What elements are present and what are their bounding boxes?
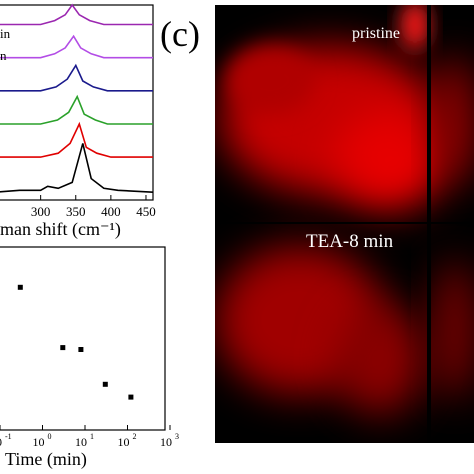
raman-series-line-4	[0, 94, 153, 125]
raman-series-line-3	[0, 63, 153, 92]
raman-series-line-6	[0, 143, 154, 193]
time-x-tick-label-2: 10	[75, 435, 87, 449]
time-x-tick-exponent-3: 2	[133, 432, 137, 441]
time-x-tick-exponent-4: 3	[175, 432, 179, 441]
image-label-tea-8-min: TEA-8 min	[306, 231, 394, 252]
time-x-tick-label-0: 10	[0, 435, 2, 449]
time-data-point-1	[17, 284, 23, 290]
time-x-tick-exponent-2: 1	[90, 432, 94, 441]
time-x-tick-label-1: 10	[33, 435, 45, 449]
time-x-axis-label: Time (min)	[5, 449, 87, 470]
time-x-tick-label-3: 10	[118, 435, 130, 449]
raman-x-tick-label-400: 400	[101, 204, 121, 219]
raman-series-line-1	[0, 3, 153, 26]
raman-series-line-2	[0, 34, 153, 59]
time-points-group	[17, 284, 134, 400]
time-x-tick-exponent-1: 0	[48, 432, 52, 441]
raman-plot-frame	[0, 4, 154, 201]
raman-panel: 300 350 400 450 in n man shift (cm⁻¹)	[0, 3, 156, 240]
legend-fragment-1: in	[0, 26, 11, 41]
raman-x-tick-label-300: 300	[31, 204, 51, 219]
raman-x-ticks: 300 350 400 450	[31, 195, 156, 219]
panel-label-c: (c)	[160, 14, 200, 54]
image-divider-horizontal	[215, 222, 474, 224]
time-data-point-3	[78, 347, 84, 352]
raman-x-tick-label-350: 350	[66, 204, 86, 219]
fluorescence-images: pristine TEA-8 min	[215, 5, 474, 443]
raman-series-group	[0, 3, 154, 193]
image-label-pristine: pristine	[352, 25, 400, 42]
raman-x-axis-label: man shift (cm⁻¹)	[0, 219, 121, 240]
time-x-tick-exponent-0: -1	[5, 432, 12, 441]
raman-series-line-5	[0, 121, 153, 158]
legend-fragment-2: n	[0, 48, 7, 63]
fluorescence-glow	[215, 5, 474, 415]
raman-x-tick-label-450: 450	[136, 204, 156, 219]
time-plot-frame	[0, 246, 166, 431]
time-data-point-5	[128, 394, 134, 400]
time-x-tick-label-4: 10	[160, 435, 172, 449]
time-data-point-4	[102, 381, 108, 387]
time-data-point-2	[60, 345, 66, 351]
